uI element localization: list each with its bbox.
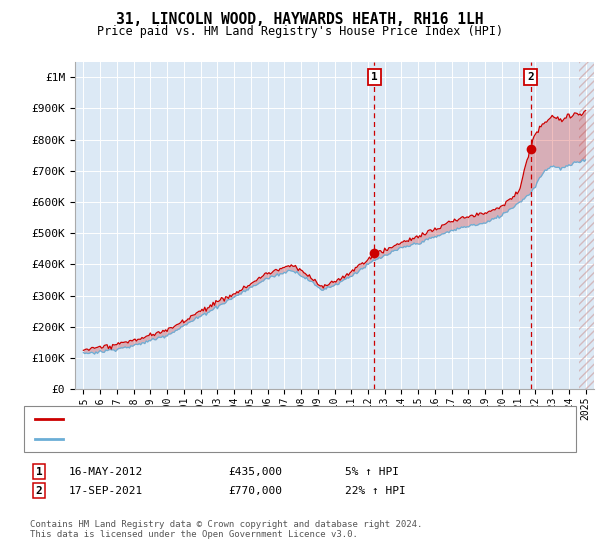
Text: HPI: Average price, detached house, Mid Sussex: HPI: Average price, detached house, Mid … bbox=[69, 434, 356, 444]
Text: 31, LINCOLN WOOD, HAYWARDS HEATH, RH16 1LH: 31, LINCOLN WOOD, HAYWARDS HEATH, RH16 1… bbox=[116, 12, 484, 27]
Text: 5% ↑ HPI: 5% ↑ HPI bbox=[345, 466, 399, 477]
Text: £435,000: £435,000 bbox=[228, 466, 282, 477]
Text: 22% ↑ HPI: 22% ↑ HPI bbox=[345, 486, 406, 496]
Text: Price paid vs. HM Land Registry's House Price Index (HPI): Price paid vs. HM Land Registry's House … bbox=[97, 25, 503, 38]
Text: 2: 2 bbox=[527, 72, 534, 82]
Text: 2: 2 bbox=[35, 486, 43, 496]
Text: Contains HM Land Registry data © Crown copyright and database right 2024.
This d: Contains HM Land Registry data © Crown c… bbox=[30, 520, 422, 539]
Text: 1: 1 bbox=[35, 466, 43, 477]
Text: 31, LINCOLN WOOD, HAYWARDS HEATH, RH16 1LH (detached house): 31, LINCOLN WOOD, HAYWARDS HEATH, RH16 1… bbox=[69, 414, 438, 424]
Text: 16-MAY-2012: 16-MAY-2012 bbox=[69, 466, 143, 477]
Text: 17-SEP-2021: 17-SEP-2021 bbox=[69, 486, 143, 496]
Text: 1: 1 bbox=[371, 72, 377, 82]
Text: £770,000: £770,000 bbox=[228, 486, 282, 496]
